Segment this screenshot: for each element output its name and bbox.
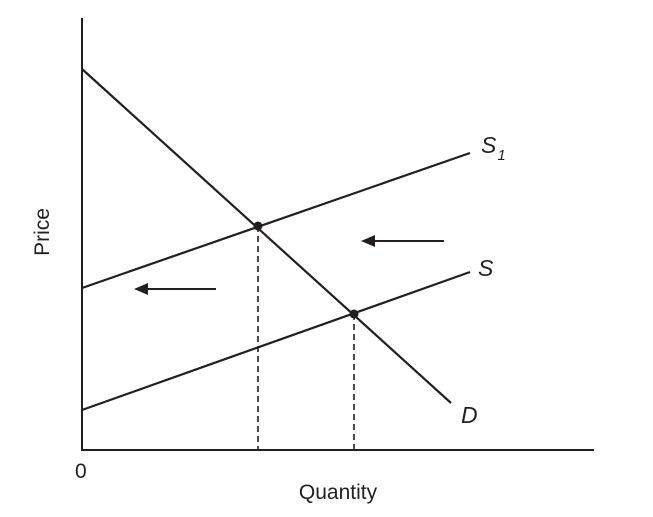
equilibrium-point-original <box>349 309 359 319</box>
left-arrow-icon <box>361 235 444 247</box>
x-axis-label: Quantity <box>299 481 378 504</box>
supply-curve-shifted <box>81 151 471 290</box>
supply-shifted-label-main: S <box>481 132 497 158</box>
supply-shifted-label-subscript: 1 <box>497 147 505 164</box>
supply-original-label: S <box>478 255 494 281</box>
y-axis-label: Price <box>31 208 54 256</box>
demand-label: D <box>461 402 478 428</box>
equilibrium-point-new <box>253 221 263 231</box>
supply-shifted-label: S1 <box>481 132 506 164</box>
origin-label: 0 <box>75 460 87 483</box>
left-arrow-icon <box>134 283 216 295</box>
supply-curve-original <box>81 270 471 412</box>
demand-curve <box>81 68 452 404</box>
